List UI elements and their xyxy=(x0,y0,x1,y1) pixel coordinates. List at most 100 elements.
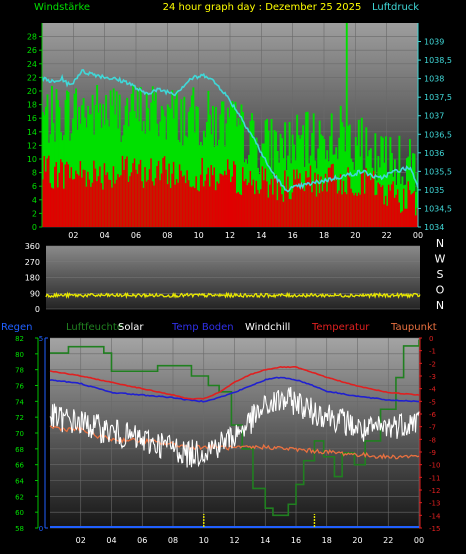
legend-solar: Solar xyxy=(118,322,144,333)
pressure-tick-label: 1037 xyxy=(424,112,444,121)
gust-bar xyxy=(82,98,85,228)
avg-bar xyxy=(258,193,261,227)
temperature-x-tick-label: 04 xyxy=(106,536,116,545)
gust-bar xyxy=(99,103,102,227)
pressure-axis-label: Luftdruck xyxy=(372,2,419,13)
avg-bar xyxy=(46,158,49,227)
gust-bar xyxy=(240,104,243,227)
gust-bar xyxy=(72,118,74,227)
avg-bar xyxy=(401,211,404,227)
wind-x-tick-label: 16 xyxy=(288,231,298,240)
avg-bar xyxy=(348,177,351,227)
avg-bar xyxy=(124,159,127,227)
wind-tick-label: 6 xyxy=(32,182,37,191)
avg-bar xyxy=(220,174,223,227)
gust-bar xyxy=(288,122,291,227)
temperature-tick-label: -3 xyxy=(429,373,436,381)
avg-bar xyxy=(284,170,287,227)
avg-bar xyxy=(70,167,73,227)
wind-x-tick-label: 00 xyxy=(413,231,423,240)
wind-tick-label: 0 xyxy=(32,223,37,232)
direction-grid xyxy=(46,245,420,310)
gust-bar xyxy=(270,118,273,227)
gust-bar xyxy=(336,159,339,227)
avg-bar xyxy=(404,208,407,227)
gust-bar xyxy=(64,99,67,227)
avg-bar xyxy=(67,164,70,227)
avg-bar xyxy=(102,189,105,227)
wind-x-tick-label: 02 xyxy=(68,231,78,240)
avg-bar xyxy=(208,186,211,227)
avg-bar xyxy=(413,191,416,227)
temperature-x-tick-label: 20 xyxy=(352,536,362,545)
gust-bar xyxy=(81,105,84,227)
avg-bar xyxy=(106,172,109,227)
avg-bar xyxy=(333,180,336,227)
gust-bar xyxy=(326,150,329,227)
avg-bar xyxy=(76,173,79,227)
wind-x-tick-label: 20 xyxy=(350,231,360,240)
avg-bar xyxy=(225,174,228,227)
avg-bar xyxy=(330,164,333,227)
avg-bar xyxy=(240,195,243,227)
avg-bar xyxy=(135,169,138,227)
temperature-tick-label: -1 xyxy=(429,348,436,356)
gust-bar xyxy=(136,87,139,227)
temp-floor-line xyxy=(49,376,420,403)
humidity-tick-label: 70 xyxy=(15,430,24,438)
avg-bar xyxy=(228,169,231,227)
avg-bar xyxy=(123,170,126,227)
gust-bar xyxy=(219,114,222,227)
avg-bar xyxy=(156,166,159,227)
avg-bar xyxy=(136,173,139,227)
gust-bar xyxy=(100,127,103,227)
gust-bar xyxy=(73,93,76,227)
wind-tick-label: 2 xyxy=(32,209,37,218)
avg-bar xyxy=(347,167,350,227)
avg-bar xyxy=(375,194,378,227)
avg-bar xyxy=(311,192,314,227)
gust-bar xyxy=(207,90,210,228)
avg-bar xyxy=(201,157,204,227)
avg-bar xyxy=(192,186,195,227)
direction-line xyxy=(45,291,421,300)
avg-bar xyxy=(234,164,237,227)
gust-bar xyxy=(291,134,294,227)
pressure-ticks: 1034 1034,5 1035 1035,5 1036 1036,5 1037 1037,5… xyxy=(418,38,452,232)
avg-bar xyxy=(344,191,347,227)
wind-tick-label: 4 xyxy=(32,196,37,205)
gust-bar xyxy=(389,137,392,227)
avg-bar xyxy=(345,194,348,227)
avg-bar xyxy=(72,179,74,227)
avg-bar xyxy=(399,212,402,227)
humidity-ticks: 58 60 62 64 66 68 70 72 74 76 78 80 82 xyxy=(15,335,38,533)
avg-bar xyxy=(416,207,419,227)
direction-tick-label: 90 xyxy=(30,289,40,298)
avg-bar xyxy=(233,161,235,227)
gust-bar xyxy=(341,122,344,227)
avg-bar xyxy=(281,194,284,227)
pressure-tick-label: 1035 xyxy=(424,186,444,195)
avg-bar xyxy=(103,163,106,227)
avg-bar xyxy=(365,168,368,227)
gust-bar xyxy=(111,105,114,227)
avg-bar xyxy=(243,181,246,227)
avg-bar xyxy=(392,181,395,227)
gust-bar xyxy=(192,87,195,227)
avg-bar xyxy=(166,184,169,227)
gust-bar xyxy=(214,106,217,227)
wind-tick-label: 8 xyxy=(32,169,37,178)
temperature-tick-label: -5 xyxy=(429,398,436,406)
legend-dewpoint: Taupunkt xyxy=(390,322,437,333)
avg-bar xyxy=(79,161,82,227)
avg-bar xyxy=(96,181,99,227)
temperature-x-tick-label: 10 xyxy=(199,536,209,545)
avg-bar xyxy=(222,175,225,227)
gust-bar xyxy=(78,106,80,227)
avg-bar xyxy=(109,179,112,227)
avg-bar xyxy=(380,187,383,227)
gust-bar xyxy=(75,88,77,227)
gust-bar xyxy=(404,184,407,227)
avg-bar xyxy=(199,174,202,227)
